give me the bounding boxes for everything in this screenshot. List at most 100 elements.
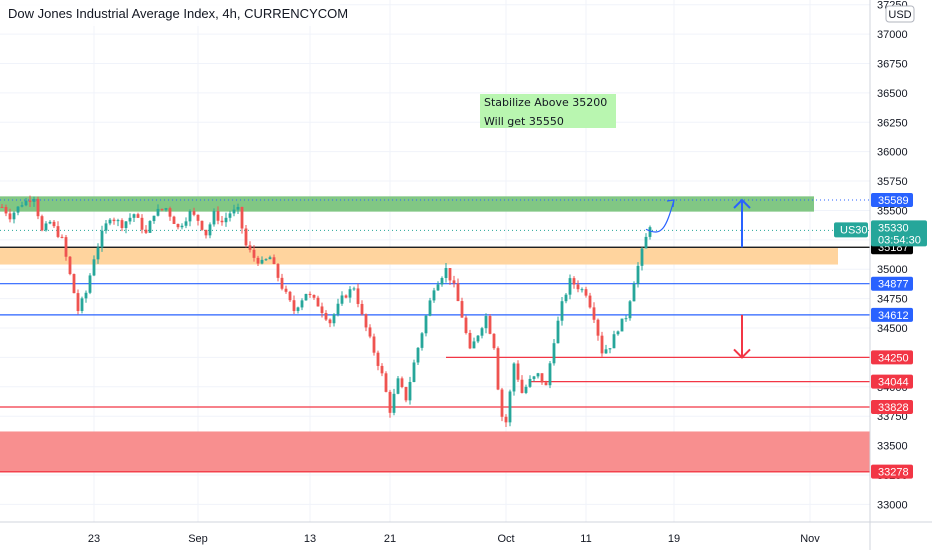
price-badge bbox=[871, 464, 913, 479]
candle-body bbox=[136, 214, 140, 218]
y-tick-label: 37000 bbox=[877, 29, 908, 41]
candle-body bbox=[488, 316, 492, 334]
candle-body bbox=[152, 215, 156, 222]
candle-body bbox=[356, 288, 360, 304]
candle-body bbox=[436, 284, 440, 291]
candle-body bbox=[56, 226, 60, 237]
candle-body bbox=[336, 303, 340, 315]
candle-body bbox=[140, 217, 144, 230]
candle-body bbox=[392, 393, 396, 413]
y-tick-label: 35500 bbox=[877, 205, 908, 217]
candle-body bbox=[464, 317, 468, 333]
annotation-line-1: Stabilize Above 35200 bbox=[484, 96, 607, 109]
candle-body bbox=[304, 293, 308, 301]
candle-body bbox=[380, 365, 384, 374]
candle-body bbox=[352, 288, 356, 290]
candle-body bbox=[28, 200, 32, 202]
candle-body bbox=[592, 307, 596, 320]
arrow-head-icon bbox=[733, 348, 751, 359]
candle-body bbox=[588, 295, 592, 308]
candle-body bbox=[476, 335, 480, 342]
candle-body bbox=[628, 301, 632, 319]
candle-body bbox=[260, 259, 264, 264]
candle-body bbox=[212, 211, 216, 225]
candle-body bbox=[256, 257, 260, 264]
candle-body bbox=[644, 236, 648, 249]
candle-body bbox=[108, 219, 112, 224]
candle-body bbox=[420, 333, 424, 348]
arrow-head-icon bbox=[733, 198, 751, 209]
candle-body bbox=[612, 334, 616, 349]
candle-body bbox=[220, 220, 224, 223]
candle-body bbox=[328, 319, 332, 324]
y-tick-label: 33750 bbox=[877, 411, 908, 423]
candle-body bbox=[424, 315, 428, 334]
candle-body bbox=[104, 223, 108, 231]
candle-body bbox=[416, 347, 420, 363]
candle-body bbox=[340, 295, 344, 304]
candle-body bbox=[508, 391, 512, 423]
candle-body bbox=[20, 205, 24, 207]
y-tick-label: 33000 bbox=[877, 499, 908, 511]
projection-curve bbox=[645, 199, 675, 233]
candle-body bbox=[408, 381, 412, 401]
candle-body bbox=[460, 301, 464, 318]
candle-body bbox=[560, 301, 564, 321]
candle-body bbox=[116, 220, 120, 222]
projection-arrow-icon bbox=[666, 199, 675, 208]
candle-body bbox=[308, 293, 312, 295]
y-tick-label: 35000 bbox=[877, 264, 908, 276]
candle-body bbox=[632, 283, 636, 302]
price-badge-label: 35589 bbox=[878, 195, 909, 207]
candle-body bbox=[156, 208, 160, 216]
candle-body bbox=[236, 206, 240, 210]
level-lines bbox=[0, 199, 870, 473]
x-axis-panel bbox=[0, 522, 932, 550]
candle-body bbox=[292, 300, 296, 311]
candle-body bbox=[580, 289, 584, 291]
candle-body bbox=[496, 348, 500, 390]
price-badge-label: 34877 bbox=[878, 279, 909, 291]
candle-body bbox=[288, 291, 292, 301]
price-badge-label: 34612 bbox=[878, 310, 909, 322]
symbol-badge bbox=[834, 222, 868, 238]
y-tick-label: 35750 bbox=[877, 176, 908, 188]
price-zone bbox=[0, 431, 870, 473]
price-badge bbox=[871, 350, 913, 365]
annotation[interactable]: Stabilize Above 35200 Will get 35550 bbox=[480, 94, 616, 128]
price-badge bbox=[871, 276, 913, 291]
annotation-line-2: Will get 35550 bbox=[484, 115, 564, 128]
y-axis-panel bbox=[870, 0, 932, 522]
candle-body bbox=[0, 206, 4, 208]
candle-body bbox=[404, 386, 408, 401]
x-tick-label: 19 bbox=[668, 533, 680, 545]
candle-body bbox=[636, 265, 640, 284]
candle-body bbox=[24, 200, 28, 206]
price-badge bbox=[871, 374, 913, 389]
y-tick-label: 36000 bbox=[877, 147, 908, 159]
candle-body bbox=[640, 248, 644, 266]
candle-body bbox=[620, 318, 624, 332]
price-zone bbox=[0, 196, 814, 212]
currency-button[interactable]: USD bbox=[885, 5, 915, 23]
candle-body bbox=[324, 313, 328, 320]
candle-body bbox=[600, 335, 604, 354]
y-tick-label: 36750 bbox=[877, 58, 908, 70]
candle-body bbox=[332, 314, 336, 324]
candle-body bbox=[224, 217, 228, 223]
candle-body bbox=[376, 352, 380, 366]
candle-body bbox=[412, 362, 416, 382]
candle-body bbox=[68, 256, 72, 275]
symbol-label: US30 bbox=[840, 224, 868, 236]
candle-body bbox=[112, 219, 116, 222]
candle-body bbox=[276, 264, 280, 278]
candle-body bbox=[160, 208, 164, 210]
annotation-box bbox=[480, 94, 616, 128]
candle-body bbox=[400, 378, 404, 387]
candle-body bbox=[208, 224, 212, 236]
price-badge-label: 34250 bbox=[878, 352, 909, 364]
x-tick-label: 23 bbox=[88, 533, 100, 545]
candle-body bbox=[344, 295, 348, 298]
